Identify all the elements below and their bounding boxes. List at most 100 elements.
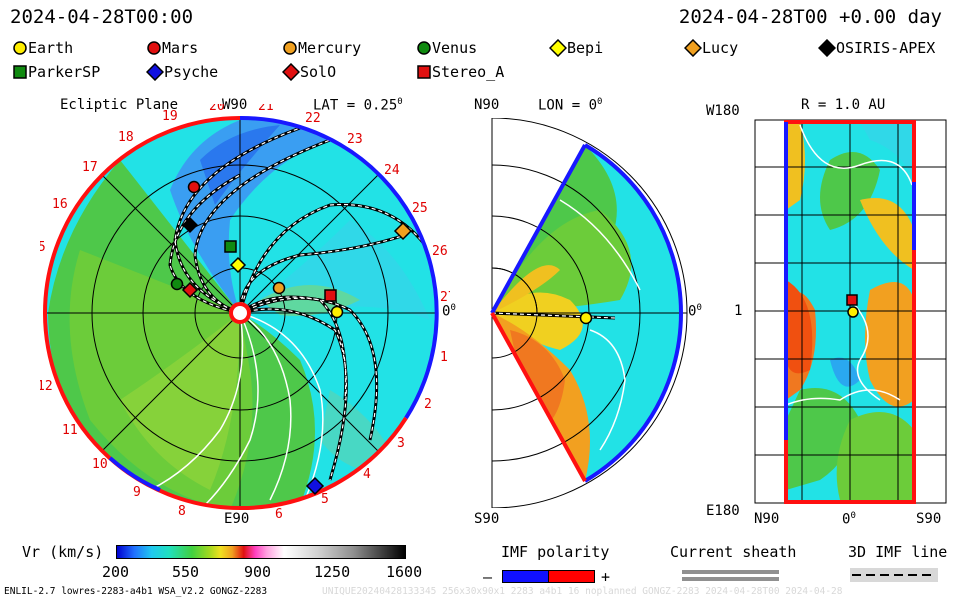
imf-line-label: 3D IMF line xyxy=(848,543,948,561)
sector-label: 17 xyxy=(82,160,98,175)
sector-label: 25 xyxy=(412,201,428,216)
lucy-marker xyxy=(393,221,413,241)
legend-item-venus: Venus xyxy=(416,39,477,57)
solo-marker xyxy=(181,281,199,299)
sector-label: 22 xyxy=(305,111,321,126)
sector-label: 3 xyxy=(397,436,405,451)
psyche-marker-icon xyxy=(145,62,165,82)
ecliptic-bottom-label: E90 xyxy=(224,511,250,527)
colorbar-label: Vr (km/s) xyxy=(22,543,104,561)
radial-x-label-s90: S90 xyxy=(916,511,942,527)
meridional-bottom-label: S90 xyxy=(474,511,500,527)
imf-polarity-label: IMF polarity xyxy=(501,543,610,561)
ecliptic-plane-plot: 1 2 3 4 5 6 8 9 10 11 12 13 14 15 16 17 … xyxy=(40,104,450,522)
radial-mid-label: 1 xyxy=(734,303,743,319)
sector-label: 9 xyxy=(133,485,141,500)
sector-label: 26 xyxy=(432,244,448,259)
sector-label: 13 xyxy=(40,334,41,349)
carrington-sectors: 1 2 3 4 5 6 8 9 10 11 12 13 14 15 16 17 … xyxy=(40,104,450,522)
ecliptic-title: Ecliptic Plane xyxy=(60,97,179,113)
colorbar-tick: 900 xyxy=(244,563,272,581)
current-sheath-swatch-top xyxy=(682,570,779,574)
radial-x-label-0: 00 xyxy=(842,511,856,528)
sector-label: 12 xyxy=(40,379,53,394)
stereo-a-marker xyxy=(846,294,858,306)
bepi-marker xyxy=(229,256,247,274)
sector-label: 16 xyxy=(52,197,68,212)
current-sheath-label: Current sheath xyxy=(670,543,797,561)
earth-marker xyxy=(330,305,344,319)
mercury-marker-icon xyxy=(283,41,297,55)
header-right-time: 2024-04-28T00 +0.00 day xyxy=(678,6,942,28)
venus-marker xyxy=(170,277,184,291)
colorbar-tick: 550 xyxy=(172,563,200,581)
legend-item-parkersp: ParkerSP xyxy=(12,63,100,81)
header-left-time: 2024-04-28T00:00 xyxy=(10,6,194,28)
radial-bottom-label: E180 xyxy=(706,503,740,519)
legend-label: Mars xyxy=(162,39,199,57)
legend-label: ParkerSP xyxy=(28,63,101,81)
venus-marker-icon xyxy=(417,41,431,55)
sector-label: 23 xyxy=(347,132,363,147)
stereo-a-marker xyxy=(324,289,337,302)
radial-top-label: W180 xyxy=(706,103,740,119)
legend-item-lucy: Lucy xyxy=(683,38,739,58)
parkersp-marker-icon xyxy=(13,65,27,79)
imf-positive-swatch xyxy=(548,570,595,583)
legend-label: OSIRIS-APEX xyxy=(836,39,936,57)
earth-marker xyxy=(579,311,593,325)
meridional-plane-plot xyxy=(490,118,688,508)
sector-label: 4 xyxy=(363,467,371,482)
mars-marker-icon xyxy=(147,41,161,55)
ecliptic-lat-label: LAT = 0.250 xyxy=(313,97,403,114)
radial-x-label-n90: N90 xyxy=(754,511,780,527)
colorbar-tick: 200 xyxy=(102,563,130,581)
mars-marker xyxy=(187,180,201,194)
sector-label: 21 xyxy=(258,104,274,114)
solo-marker-icon xyxy=(281,62,301,82)
meridional-title: LON = 00 xyxy=(538,97,603,114)
legend-label: Psyche xyxy=(164,63,219,81)
meridional-right-label: 00 xyxy=(688,303,702,320)
stereo-a-marker-icon xyxy=(417,65,431,79)
legend-label: Lucy xyxy=(702,39,739,57)
legend-item-stereo-a: Stereo_A xyxy=(416,63,504,81)
legend-label: Stereo_A xyxy=(432,63,505,81)
psyche-marker xyxy=(305,476,325,496)
legend-item-solo: SolO xyxy=(281,62,337,82)
sector-label: 19 xyxy=(162,109,178,124)
osiris-apex-marker xyxy=(182,217,198,233)
legend-label: Mercury xyxy=(298,39,362,57)
sector-label: 27 xyxy=(440,290,450,305)
parkersp-marker xyxy=(224,240,237,253)
legend-item-osiris-apex: OSIRIS-APEX xyxy=(817,38,936,58)
sector-label: 20 xyxy=(209,104,225,114)
legend-label: SolO xyxy=(300,63,337,81)
legend-label: Venus xyxy=(432,39,478,57)
earth-marker xyxy=(847,306,859,318)
legend-label: Bepi xyxy=(567,39,604,57)
imf-plus-label: + xyxy=(601,568,611,586)
legend-item-psyche: Psyche xyxy=(145,62,219,82)
sector-label: 2 xyxy=(424,397,432,412)
legend-item-mars: Mars xyxy=(146,39,198,57)
osiris-apex-marker-icon xyxy=(817,38,837,58)
legend-label: Earth xyxy=(28,39,74,57)
radial-title: R = 1.0 AU xyxy=(801,97,886,113)
current-sheath-swatch-bottom xyxy=(682,577,779,581)
sector-label: 8 xyxy=(178,504,186,519)
velocity-colorbar xyxy=(116,545,406,559)
sector-label: 6 xyxy=(275,507,283,522)
ecliptic-right-label: 00 xyxy=(442,303,456,320)
lucy-marker-icon xyxy=(683,38,703,58)
legend-item-bepi: Bepi xyxy=(548,38,604,58)
ecliptic-top-label: W90 xyxy=(222,97,248,113)
sector-label: 18 xyxy=(118,130,134,145)
earth-marker-icon xyxy=(13,41,27,55)
legend-item-mercury: Mercury xyxy=(282,39,361,57)
bepi-marker-icon xyxy=(548,38,568,58)
sector-label: 1 xyxy=(440,350,448,365)
sector-label: 24 xyxy=(384,163,400,178)
sector-label: 11 xyxy=(62,423,78,438)
imf-negative-swatch xyxy=(502,570,550,583)
